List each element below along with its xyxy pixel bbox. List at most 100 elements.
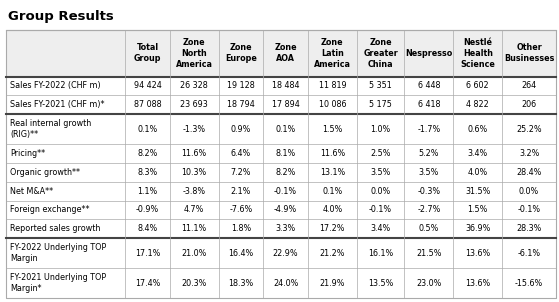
- Text: 11 819: 11 819: [319, 82, 346, 90]
- Text: Nespresso: Nespresso: [405, 49, 453, 58]
- Text: 5 175: 5 175: [369, 100, 392, 109]
- Text: 3.2%: 3.2%: [519, 149, 539, 158]
- Text: 8.3%: 8.3%: [138, 168, 158, 177]
- Text: 11.6%: 11.6%: [320, 149, 345, 158]
- Text: 6 418: 6 418: [418, 100, 440, 109]
- Text: 18 484: 18 484: [272, 82, 299, 90]
- Text: 16.1%: 16.1%: [368, 249, 393, 258]
- Text: 3.5%: 3.5%: [371, 168, 391, 177]
- Text: 3.4%: 3.4%: [468, 149, 488, 158]
- Text: 3.5%: 3.5%: [419, 168, 439, 177]
- Text: -1.7%: -1.7%: [417, 125, 440, 133]
- Text: 28.3%: 28.3%: [517, 224, 542, 233]
- Text: 18.3%: 18.3%: [228, 278, 254, 288]
- Text: 4.0%: 4.0%: [468, 168, 488, 177]
- Text: 13.6%: 13.6%: [465, 278, 490, 288]
- Text: -0.1%: -0.1%: [274, 187, 297, 196]
- Bar: [6, 30, 556, 76]
- Text: 5 351: 5 351: [369, 82, 392, 90]
- Text: 8.2%: 8.2%: [276, 168, 296, 177]
- Text: 8.2%: 8.2%: [138, 149, 158, 158]
- Text: 0.0%: 0.0%: [519, 187, 539, 196]
- Text: 17 894: 17 894: [272, 100, 300, 109]
- Text: Net M&A**: Net M&A**: [10, 187, 53, 196]
- Text: 2.5%: 2.5%: [371, 149, 391, 158]
- Text: 18 794: 18 794: [227, 100, 255, 109]
- Text: 206: 206: [522, 100, 537, 109]
- Text: 17.4%: 17.4%: [135, 278, 160, 288]
- Text: 4.7%: 4.7%: [184, 205, 205, 214]
- Text: -0.1%: -0.1%: [369, 205, 392, 214]
- Text: 5.2%: 5.2%: [419, 149, 439, 158]
- Text: 4 822: 4 822: [466, 100, 489, 109]
- Text: 264: 264: [522, 82, 537, 90]
- Text: 22.9%: 22.9%: [273, 249, 299, 258]
- Text: Foreign exchange**: Foreign exchange**: [10, 205, 89, 214]
- Text: 36.9%: 36.9%: [465, 224, 490, 233]
- Text: 6.4%: 6.4%: [231, 149, 251, 158]
- Text: Zone
Greater
China: Zone Greater China: [363, 38, 398, 69]
- Text: 25.2%: 25.2%: [517, 125, 542, 133]
- Text: 3.4%: 3.4%: [371, 224, 391, 233]
- Text: Zone
AOA: Zone AOA: [274, 43, 297, 63]
- Text: 7.2%: 7.2%: [231, 168, 251, 177]
- Text: 0.5%: 0.5%: [419, 224, 439, 233]
- Text: -0.3%: -0.3%: [418, 187, 440, 196]
- Text: 21.9%: 21.9%: [320, 278, 345, 288]
- Text: FY-2021 Underlying TOP
Margin*: FY-2021 Underlying TOP Margin*: [10, 273, 106, 293]
- Text: -2.7%: -2.7%: [417, 205, 440, 214]
- Text: 3.3%: 3.3%: [276, 224, 296, 233]
- Text: 0.1%: 0.1%: [322, 187, 343, 196]
- Text: Other
Businesses: Other Businesses: [504, 43, 555, 63]
- Text: 31.5%: 31.5%: [465, 187, 490, 196]
- Text: 11.6%: 11.6%: [182, 149, 207, 158]
- Text: -3.8%: -3.8%: [183, 187, 206, 196]
- Text: 6 448: 6 448: [418, 82, 440, 90]
- Text: 0.9%: 0.9%: [231, 125, 251, 133]
- Text: 20.3%: 20.3%: [182, 278, 207, 288]
- Text: 1.0%: 1.0%: [371, 125, 391, 133]
- Text: 94 424: 94 424: [134, 82, 162, 90]
- Text: 0.1%: 0.1%: [276, 125, 296, 133]
- Text: 2.1%: 2.1%: [231, 187, 251, 196]
- Text: 23 693: 23 693: [181, 100, 208, 109]
- Text: 1.5%: 1.5%: [322, 125, 343, 133]
- Text: 13.1%: 13.1%: [320, 168, 345, 177]
- Text: 17.2%: 17.2%: [320, 224, 345, 233]
- Text: Real internal growth
(RIG)**: Real internal growth (RIG)**: [10, 119, 91, 139]
- Text: Group Results: Group Results: [8, 10, 113, 23]
- Text: 0.1%: 0.1%: [138, 125, 158, 133]
- Text: 28.4%: 28.4%: [517, 168, 542, 177]
- Text: 13.6%: 13.6%: [465, 249, 490, 258]
- Text: Organic growth**: Organic growth**: [10, 168, 80, 177]
- Text: Reported sales growth: Reported sales growth: [10, 224, 101, 233]
- Text: -1.3%: -1.3%: [183, 125, 206, 133]
- Text: -0.9%: -0.9%: [136, 205, 159, 214]
- Text: 6 602: 6 602: [466, 82, 489, 90]
- Text: 87 088: 87 088: [134, 100, 162, 109]
- Text: 17.1%: 17.1%: [135, 249, 160, 258]
- Text: 21.2%: 21.2%: [320, 249, 345, 258]
- Text: 4.0%: 4.0%: [322, 205, 343, 214]
- Text: 0.0%: 0.0%: [371, 187, 391, 196]
- Text: 21.0%: 21.0%: [182, 249, 207, 258]
- Text: Zone
Europe: Zone Europe: [225, 43, 257, 63]
- Text: 8.1%: 8.1%: [276, 149, 296, 158]
- Text: 8.4%: 8.4%: [138, 224, 158, 233]
- Text: Total
Group: Total Group: [134, 43, 161, 63]
- Text: Nestlé
Health
Science: Nestlé Health Science: [461, 38, 495, 69]
- Text: Zone
Latin
America: Zone Latin America: [314, 38, 351, 69]
- Text: 1.8%: 1.8%: [231, 224, 251, 233]
- Text: 13.5%: 13.5%: [368, 278, 394, 288]
- Text: -6.1%: -6.1%: [518, 249, 541, 258]
- Text: -15.6%: -15.6%: [515, 278, 543, 288]
- Text: 10 086: 10 086: [319, 100, 346, 109]
- Text: -7.6%: -7.6%: [229, 205, 253, 214]
- Text: -0.1%: -0.1%: [518, 205, 541, 214]
- Text: 19 128: 19 128: [227, 82, 255, 90]
- Text: Pricing**: Pricing**: [10, 149, 45, 158]
- Text: Zone
North
America: Zone North America: [176, 38, 213, 69]
- Text: 1.1%: 1.1%: [138, 187, 158, 196]
- Text: FY-2022 Underlying TOP
Margin: FY-2022 Underlying TOP Margin: [10, 243, 106, 263]
- Text: -4.9%: -4.9%: [274, 205, 297, 214]
